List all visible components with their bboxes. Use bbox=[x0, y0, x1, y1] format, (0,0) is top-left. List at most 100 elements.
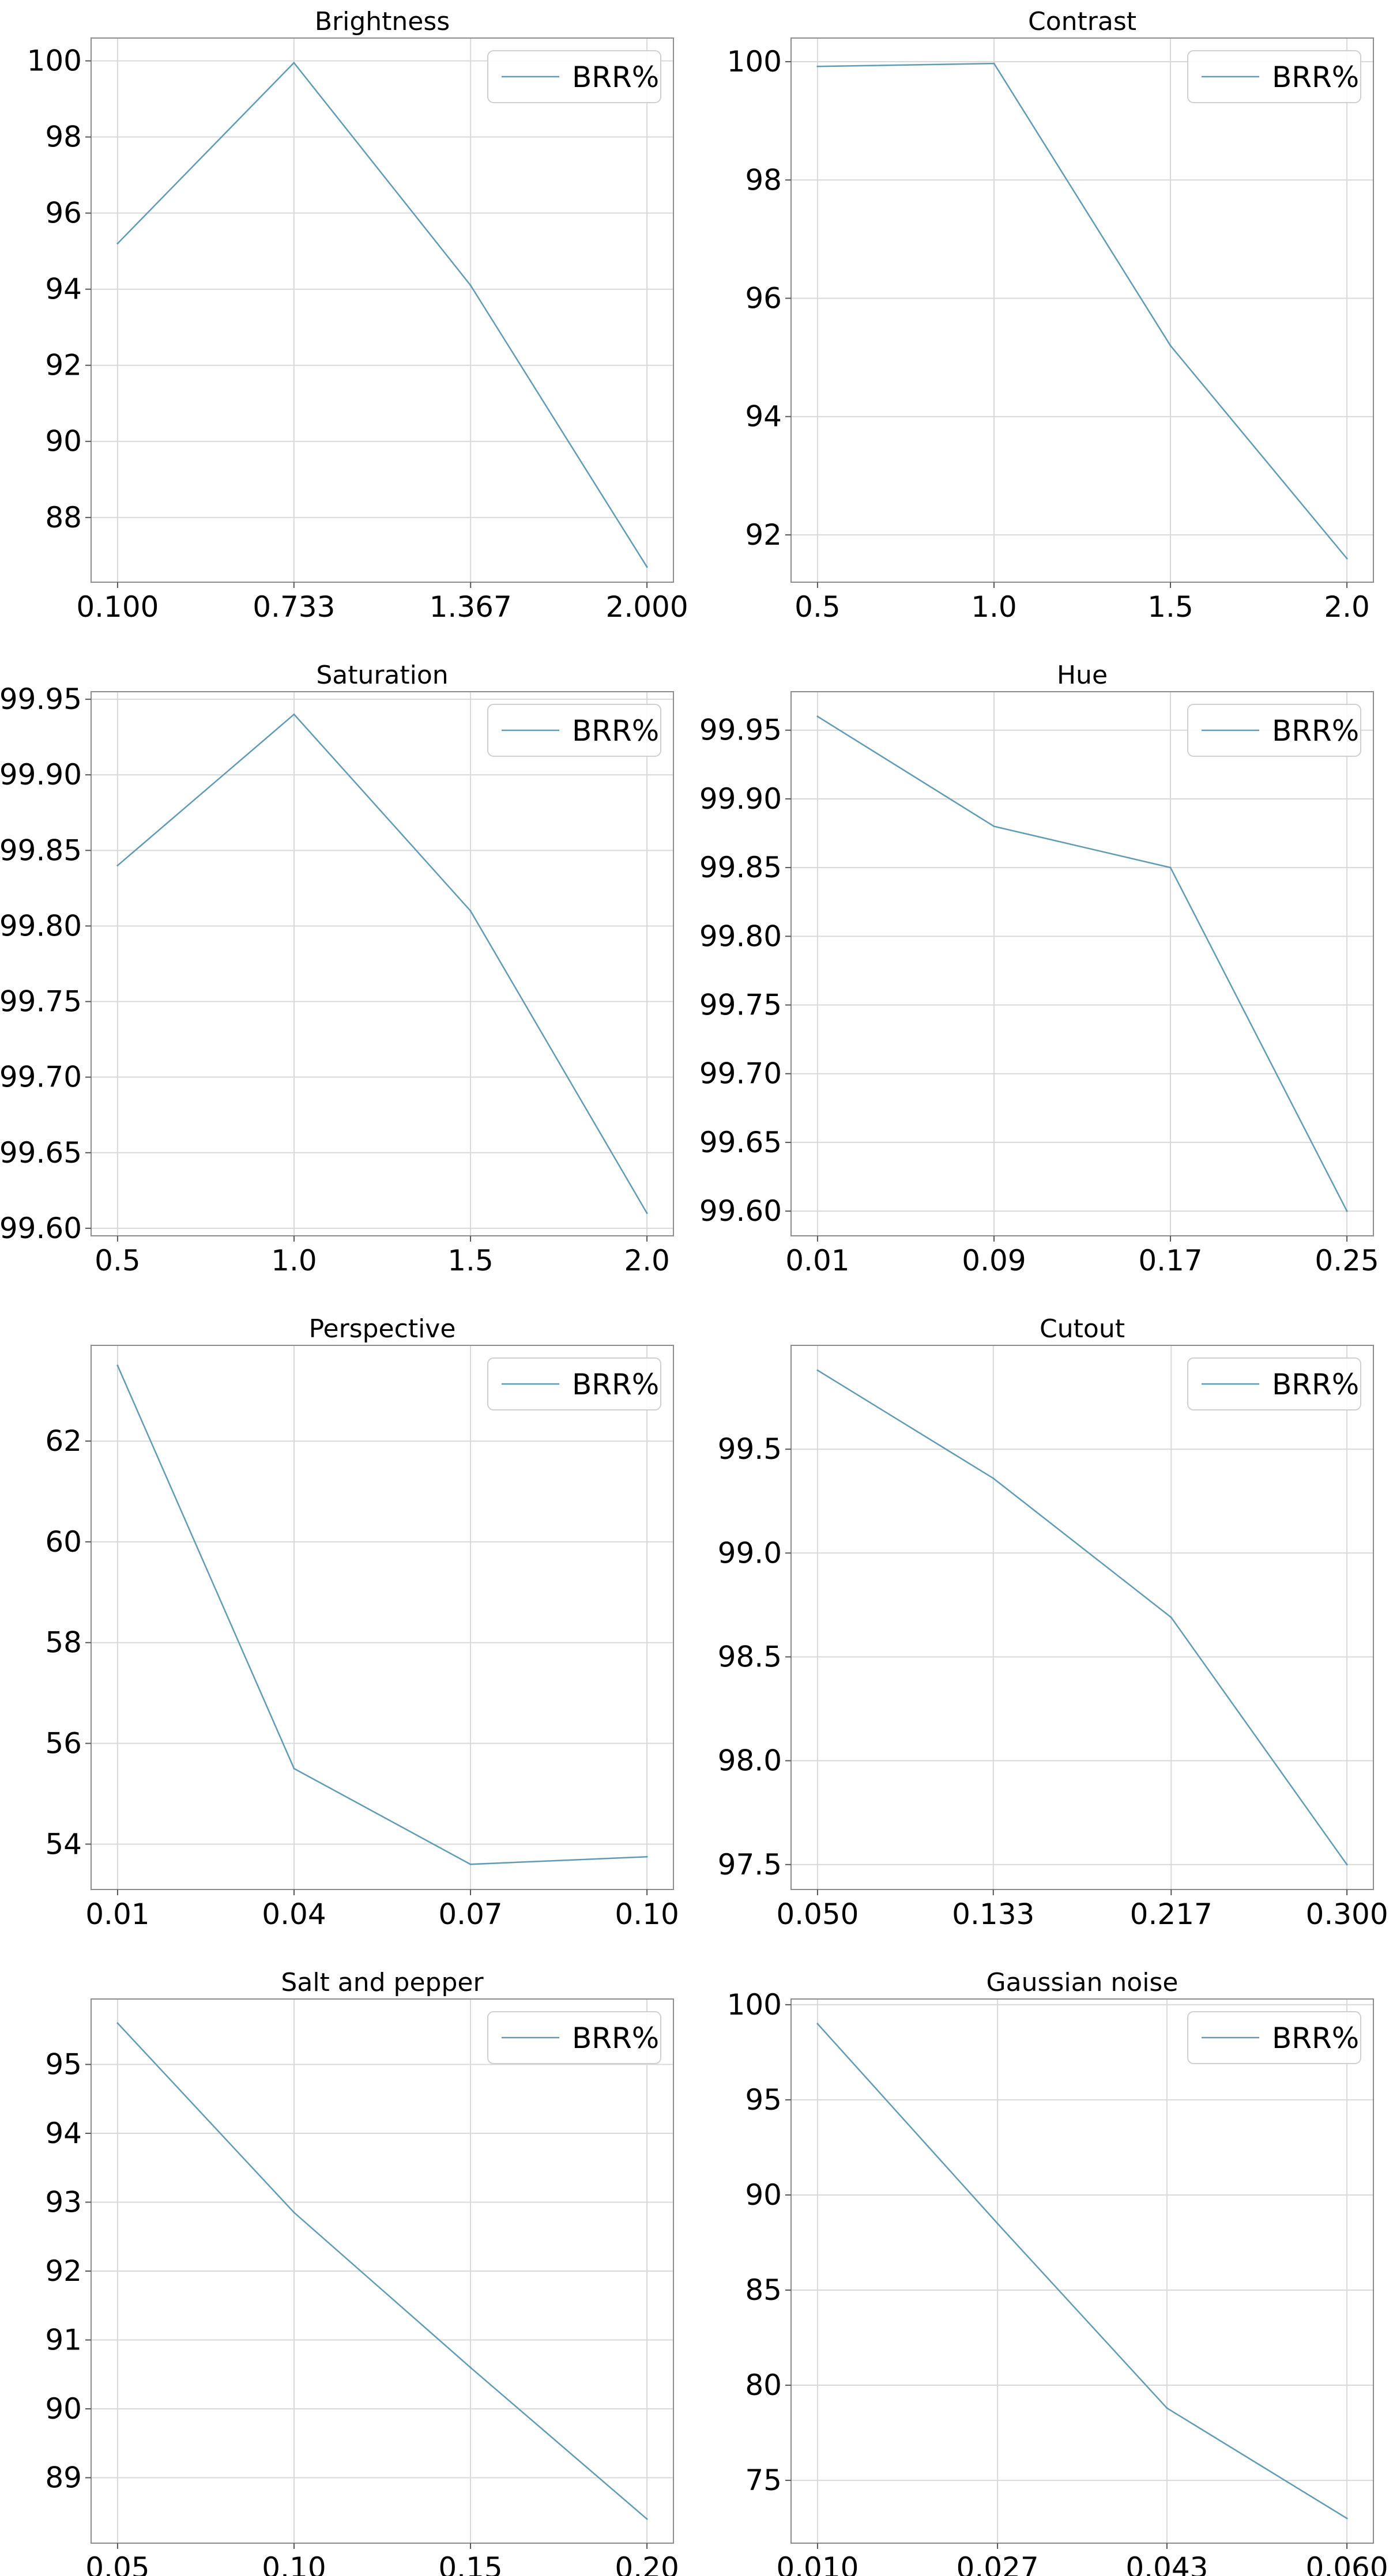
y-tick-label: 100 bbox=[727, 1988, 782, 2021]
y-tick-label: 91 bbox=[45, 2323, 82, 2356]
x-tick-label: 0.733 bbox=[253, 590, 335, 624]
x-tick-label: 0.09 bbox=[962, 1244, 1026, 1277]
y-tick-label: 58 bbox=[45, 1626, 82, 1659]
y-tick-label: 92 bbox=[45, 349, 82, 382]
data-point bbox=[646, 566, 648, 568]
y-tick-label: 99.0 bbox=[718, 1536, 782, 1570]
x-tick-label: 0.25 bbox=[1315, 1244, 1379, 1277]
legend-label: BRR% bbox=[1272, 61, 1359, 94]
y-tick-label: 99.90 bbox=[0, 758, 82, 791]
x-tick-label: 0.10 bbox=[262, 2551, 326, 2576]
data-point bbox=[469, 910, 472, 912]
y-tick-label: 92 bbox=[45, 2254, 82, 2288]
y-tick-label: 99.60 bbox=[0, 1212, 82, 1245]
x-tick-label: 0.010 bbox=[776, 2551, 859, 2576]
legend: BRR% bbox=[487, 2011, 661, 2064]
x-tick-label: 1.5 bbox=[447, 1244, 494, 1277]
y-tick-label: 98 bbox=[745, 163, 782, 197]
legend-box bbox=[1187, 50, 1361, 103]
y-tick-label: 96 bbox=[45, 197, 82, 230]
series-line-brr bbox=[817, 715, 1348, 1212]
data-point bbox=[116, 865, 119, 867]
chart-title: Contrast bbox=[1028, 7, 1136, 36]
y-tick-label: 90 bbox=[45, 425, 82, 458]
chart-salt-and-pepper: Salt and pepper 0.05 0.10 0.15 0.20 89 90 91 92 9… bbox=[45, 1968, 679, 2576]
data-point bbox=[1346, 557, 1348, 560]
chart-perspective: Perspective 0.01 0.04 0.07 0.10 54 56 58 60 62 BRR… bbox=[45, 1314, 679, 1931]
y-tick-label: 99.70 bbox=[699, 1057, 782, 1091]
data-point bbox=[646, 1855, 648, 1858]
y-tick-label: 88 bbox=[45, 501, 82, 534]
legend-label: BRR% bbox=[572, 61, 659, 94]
x-tick-label: 0.15 bbox=[438, 2551, 502, 2576]
legend-box bbox=[1187, 2011, 1361, 2064]
y-tick-label: 90 bbox=[745, 2178, 782, 2212]
chart-contrast: Contrast 0.5 1.0 1.5 2.0 92 94 96 98 100 BRR% bbox=[727, 7, 1374, 624]
chart-gaussian-noise: Gaussian noise 0.010 0.027 0.043 0.060 75 80 85… bbox=[727, 1968, 1388, 2576]
y-tick-label: 92 bbox=[745, 518, 782, 552]
series-line-brr bbox=[116, 2022, 647, 2520]
y-tick-label: 94 bbox=[45, 273, 82, 306]
x-tick-label: 0.217 bbox=[1130, 1898, 1213, 1931]
legend-label: BRR% bbox=[1272, 2021, 1359, 2055]
y-tick-label: 75 bbox=[745, 2464, 782, 2497]
y-tick-label: 98.5 bbox=[718, 1640, 782, 1673]
x-tick-label: 0.17 bbox=[1138, 1244, 1202, 1277]
x-tick-label: 0.100 bbox=[76, 590, 159, 624]
y-tick-label: 60 bbox=[45, 1525, 82, 1559]
data-point bbox=[469, 284, 472, 286]
data-point bbox=[992, 1477, 995, 1480]
y-tick-label: 95 bbox=[45, 2048, 82, 2081]
data-point bbox=[996, 2222, 999, 2224]
y-tick-label: 99.95 bbox=[699, 714, 782, 747]
y-tick-label: 93 bbox=[45, 2186, 82, 2219]
y-tick-label: 99.75 bbox=[0, 985, 82, 1019]
data-point bbox=[1169, 345, 1172, 347]
legend-label: BRR% bbox=[572, 1368, 659, 1401]
data-point bbox=[116, 242, 119, 244]
y-tick-label: 85 bbox=[745, 2273, 782, 2307]
data-point bbox=[1166, 2407, 1168, 2409]
data-point bbox=[1170, 1616, 1172, 1619]
chart-title: Hue bbox=[1057, 661, 1108, 690]
legend-label: BRR% bbox=[572, 2021, 659, 2055]
x-tick-label: 0.5 bbox=[95, 1244, 141, 1277]
data-point bbox=[646, 2518, 648, 2520]
y-tick-label: 94 bbox=[745, 400, 782, 433]
legend-box bbox=[487, 704, 661, 757]
legend: BRR% bbox=[1187, 1357, 1361, 1410]
plot-frame bbox=[91, 691, 674, 1236]
series-line-brr bbox=[117, 62, 648, 568]
y-tick-label: 89 bbox=[45, 2461, 82, 2494]
x-tick-label: 0.300 bbox=[1306, 1898, 1388, 1931]
legend-label: BRR% bbox=[1272, 1368, 1359, 1401]
plot-frame bbox=[790, 37, 1374, 583]
x-tick-label: 0.01 bbox=[785, 1244, 849, 1277]
x-tick-label: 1.367 bbox=[430, 590, 512, 624]
x-tick-label: 0.01 bbox=[85, 1898, 149, 1931]
data-point bbox=[816, 2023, 819, 2025]
legend: BRR% bbox=[1187, 50, 1361, 103]
y-tick-label: 96 bbox=[745, 281, 782, 315]
y-tick-label: 54 bbox=[45, 1827, 82, 1861]
x-tick-label: 2.0 bbox=[624, 1244, 670, 1277]
chart-title: Gaussian noise bbox=[987, 1968, 1179, 1997]
x-tick-label: 0.043 bbox=[1125, 2551, 1208, 2576]
legend-label: BRR% bbox=[572, 714, 659, 748]
data-point bbox=[293, 1767, 295, 1770]
y-tick-label: 97.5 bbox=[718, 1848, 782, 1881]
x-tick-label: 2.000 bbox=[606, 590, 688, 624]
legend-box bbox=[487, 50, 661, 103]
plot-frame bbox=[91, 1345, 674, 1890]
y-tick-label: 99.90 bbox=[699, 782, 782, 816]
chart-cutout: Cutout 0.050 0.133 0.217 0.300 97.5 98.0 98.5 99… bbox=[718, 1314, 1388, 1931]
y-tick-label: 99.75 bbox=[699, 989, 782, 1022]
plot-frame bbox=[91, 37, 674, 583]
y-tick-label: 99.85 bbox=[699, 851, 782, 884]
plot-frame bbox=[790, 691, 1374, 1236]
x-tick-label: 0.060 bbox=[1306, 2551, 1388, 2576]
y-tick-label: 99.80 bbox=[699, 919, 782, 953]
data-point bbox=[116, 1364, 119, 1367]
chart-title: Saturation bbox=[316, 661, 448, 690]
